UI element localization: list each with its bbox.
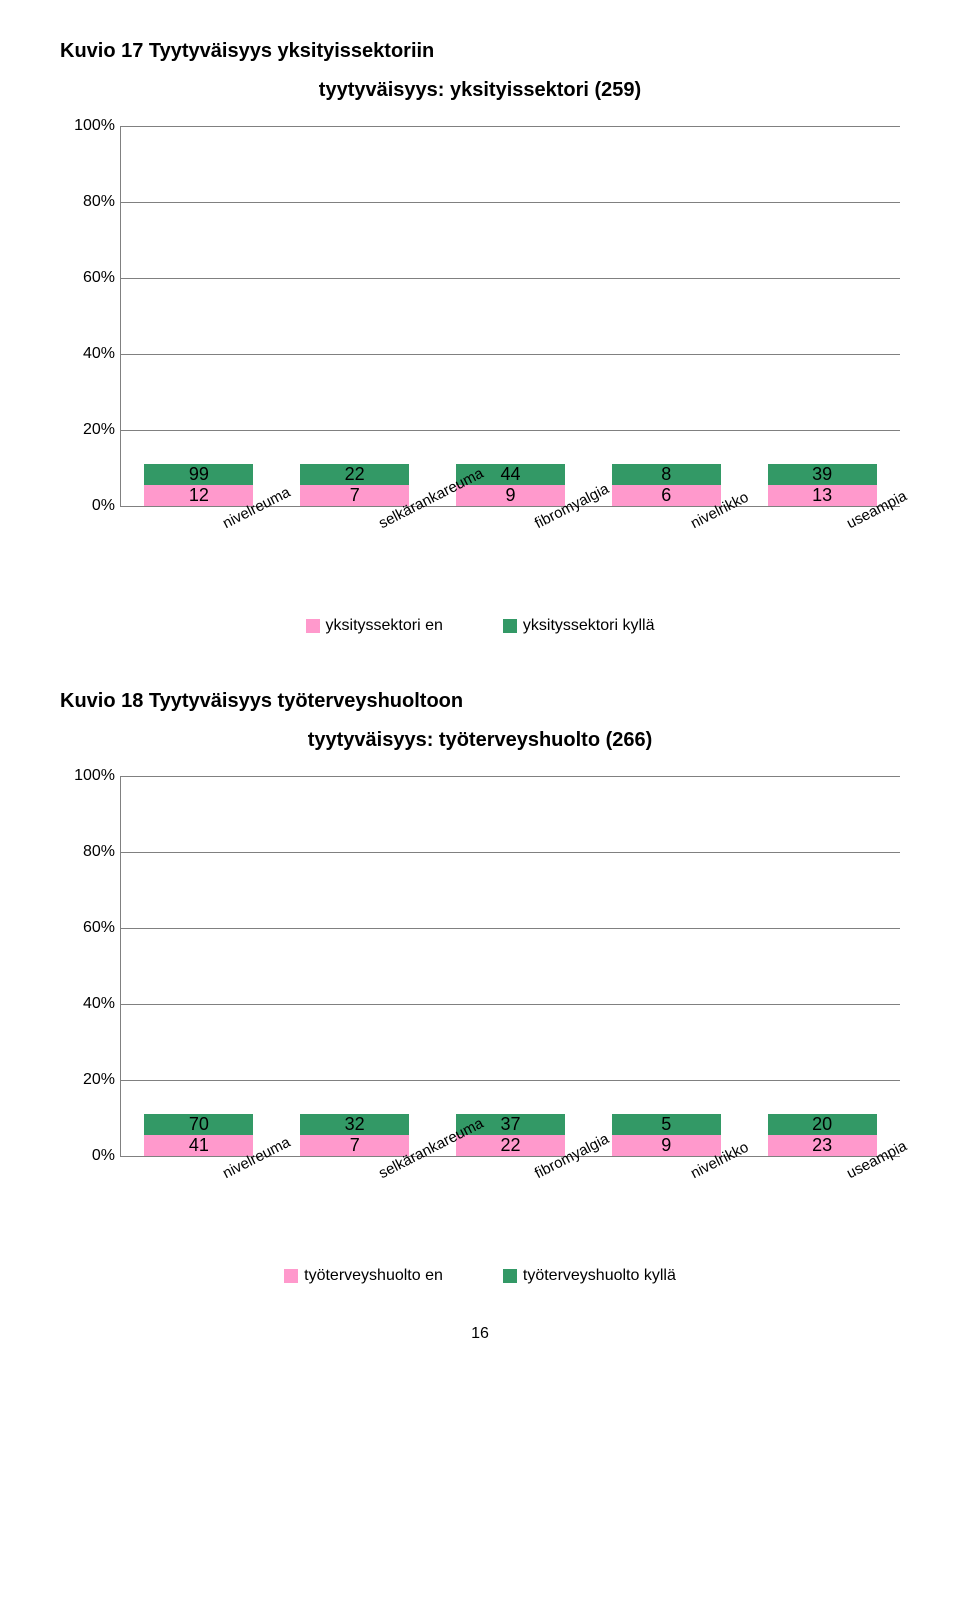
x-category-label: nivelreuma (143, 507, 252, 617)
legend-swatch-icon (503, 1269, 517, 1283)
data-label: 22 (345, 464, 365, 485)
data-label: 39 (812, 464, 832, 485)
y-tick-label: 100% (73, 767, 115, 785)
figure-1: Kuvio 17 Tyytyväisyys yksityissektoriin … (60, 40, 900, 635)
y-tick-label: 20% (73, 1071, 115, 1089)
data-label: 5 (661, 1114, 671, 1135)
spacer (60, 635, 900, 690)
x-category-label: selkärankareuma (299, 1157, 408, 1267)
figure-2: Kuvio 18 Tyytyväisyys työterveyshuoltoon… (60, 690, 900, 1285)
bar-segment-upper: 22 (300, 464, 409, 485)
x-category-label: nivelrikko (611, 507, 720, 617)
y-axis-ticks: 0% 20% 40% 60% 80% 100% (73, 776, 115, 1156)
figure-heading: Kuvio 18 Tyytyväisyys työterveyshuoltoon (60, 690, 900, 713)
data-label: 41 (189, 1135, 209, 1156)
data-label: 70 (189, 1114, 209, 1135)
data-label: 22 (500, 1135, 520, 1156)
chart-title: tyytyväisyys: yksityissektori (259) (60, 79, 900, 102)
data-label: 12 (189, 485, 209, 506)
x-axis-labels: nivelreuma selkärankareuma fibromyalgia … (120, 1157, 900, 1267)
bar-group: 20 23 (768, 1114, 877, 1156)
x-category-label: useampia (767, 507, 876, 617)
legend-swatch-icon (284, 1269, 298, 1283)
x-category-label: selkärankareuma (299, 507, 408, 617)
data-label: 13 (812, 485, 832, 506)
chart-plot-area: 0% 20% 40% 60% 80% 100% 70 41 (120, 776, 900, 1157)
y-tick-label: 0% (73, 1147, 115, 1165)
bar-group: 22 7 (300, 464, 409, 506)
legend-swatch-icon (503, 619, 517, 633)
data-label: 99 (189, 464, 209, 485)
bar-segment-lower: 13 (768, 485, 877, 506)
bar-group: 99 12 (144, 464, 253, 506)
bar-segment-lower: 9 (612, 1135, 721, 1156)
legend-swatch-icon (306, 619, 320, 633)
y-tick-label: 40% (73, 995, 115, 1013)
bar-segment-lower: 7 (300, 1135, 409, 1156)
data-label: 32 (345, 1114, 365, 1135)
bar-segment-lower: 41 (144, 1135, 253, 1156)
y-tick-label: 0% (73, 497, 115, 515)
bar-segment-lower: 9 (456, 485, 565, 506)
data-label: 6 (661, 485, 671, 506)
bar-segment-upper: 70 (144, 1114, 253, 1135)
legend-label: työterveyshuolto en (304, 1267, 443, 1285)
bars-container: 70 41 32 7 37 22 (121, 776, 900, 1156)
bar-group: 5 9 (612, 1114, 721, 1156)
data-label: 44 (500, 464, 520, 485)
bar-segment-upper: 20 (768, 1114, 877, 1135)
x-category-label: nivelreuma (143, 1157, 252, 1267)
bar-segment-upper: 8 (612, 464, 721, 485)
chart-plot-area: 0% 20% 40% 60% 80% 100% 99 (120, 126, 900, 507)
bar-segment-upper: 32 (300, 1114, 409, 1135)
data-label: 7 (350, 485, 360, 506)
y-tick-label: 80% (73, 843, 115, 861)
bar-group: 8 6 (612, 464, 721, 506)
data-label: 9 (505, 485, 515, 506)
y-tick-label: 60% (73, 919, 115, 937)
data-label: 20 (812, 1114, 832, 1135)
x-category-label: fibromyalgia (455, 507, 564, 617)
data-label: 9 (661, 1135, 671, 1156)
bar-group: 70 41 (144, 1114, 253, 1156)
bar-segment-upper: 99 (144, 464, 253, 485)
y-tick-label: 80% (73, 193, 115, 211)
data-label: 8 (661, 464, 671, 485)
legend-item: työterveyshuolto kyllä (503, 1267, 676, 1285)
y-axis-ticks: 0% 20% 40% 60% 80% 100% (73, 126, 115, 506)
x-category-label: useampia (767, 1157, 876, 1267)
data-label: 23 (812, 1135, 832, 1156)
legend-label: työterveyshuolto kyllä (523, 1267, 676, 1285)
bars-container: 99 12 22 7 44 9 (121, 126, 900, 506)
bar-segment-lower: 22 (456, 1135, 565, 1156)
legend-item: yksityssektori en (306, 617, 443, 635)
bar-segment-lower: 23 (768, 1135, 877, 1156)
page-number: 16 (60, 1325, 900, 1343)
bar-group: 39 13 (768, 464, 877, 506)
chart-title: tyytyväisyys: työterveyshuolto (266) (60, 729, 900, 752)
x-category-label: nivelrikko (611, 1157, 720, 1267)
x-category-label: fibromyalgia (455, 1157, 564, 1267)
legend-item: yksityssektori kyllä (503, 617, 655, 635)
chart-legend: työterveyshuolto en työterveyshuolto kyl… (60, 1267, 900, 1285)
bar-group: 32 7 (300, 1114, 409, 1156)
y-tick-label: 60% (73, 269, 115, 287)
data-label: 37 (500, 1114, 520, 1135)
legend-label: yksityssektori kyllä (523, 617, 655, 635)
y-tick-label: 40% (73, 345, 115, 363)
data-label: 7 (350, 1135, 360, 1156)
x-axis-labels: nivelreuma selkärankareuma fibromyalgia … (120, 507, 900, 617)
chart-legend: yksityssektori en yksityssektori kyllä (60, 617, 900, 635)
bar-segment-lower: 12 (144, 485, 253, 506)
figure-heading: Kuvio 17 Tyytyväisyys yksityissektoriin (60, 40, 900, 63)
legend-label: yksityssektori en (326, 617, 443, 635)
bar-segment-lower: 6 (612, 485, 721, 506)
bar-segment-upper: 39 (768, 464, 877, 485)
legend-item: työterveyshuolto en (284, 1267, 443, 1285)
bar-segment-lower: 7 (300, 485, 409, 506)
bar-segment-upper: 5 (612, 1114, 721, 1135)
page: Kuvio 17 Tyytyväisyys yksityissektoriin … (0, 0, 960, 1383)
y-tick-label: 20% (73, 421, 115, 439)
y-tick-label: 100% (73, 117, 115, 135)
